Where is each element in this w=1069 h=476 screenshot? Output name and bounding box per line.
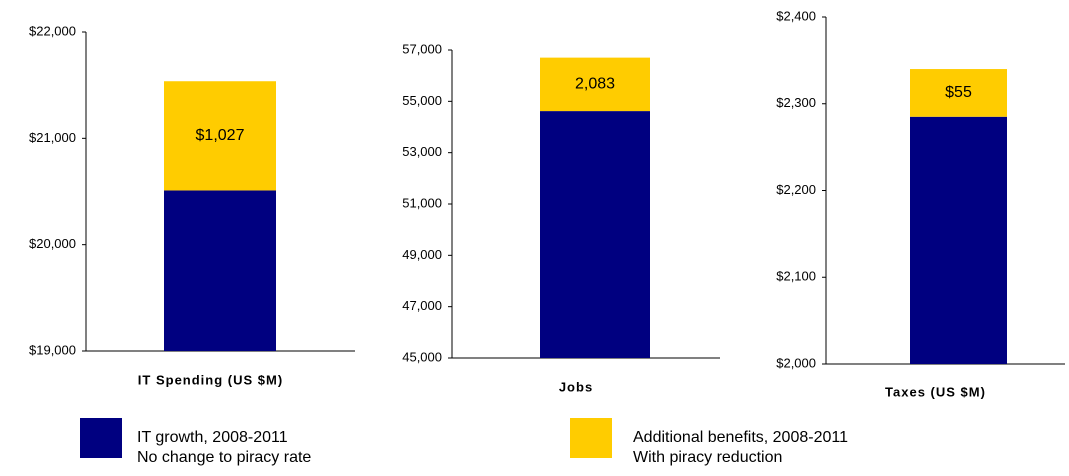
y-tick-label: 49,000 bbox=[402, 247, 442, 262]
y-tick-label: 45,000 bbox=[402, 349, 442, 364]
y-tick-label: 51,000 bbox=[402, 195, 442, 210]
bar-segment bbox=[910, 116, 1007, 364]
y-tick-label: 55,000 bbox=[402, 93, 442, 108]
y-tick-label: $19,000 bbox=[29, 342, 76, 357]
data-label: $1,027 bbox=[196, 127, 245, 144]
y-tick-label: $2,100 bbox=[776, 269, 816, 284]
bar-segment bbox=[540, 111, 650, 358]
y-tick-label: 57,000 bbox=[402, 41, 442, 56]
y-tick-label: $22,000 bbox=[29, 23, 76, 38]
y-tick-label: 53,000 bbox=[402, 144, 442, 159]
y-tick-label: $2,200 bbox=[776, 182, 816, 197]
bar-segment bbox=[910, 69, 1007, 117]
data-label: $55 bbox=[945, 84, 972, 101]
y-tick-label: $2,400 bbox=[776, 8, 816, 23]
bar-segment bbox=[540, 57, 650, 112]
bar-segment bbox=[164, 81, 276, 191]
y-tick-label: 47,000 bbox=[402, 298, 442, 313]
data-label: 2,083 bbox=[575, 76, 615, 93]
legend-swatch bbox=[80, 418, 122, 458]
legend-swatch bbox=[570, 418, 612, 458]
category-label: Taxes (US $M) bbox=[885, 384, 986, 399]
bar-segment bbox=[164, 190, 276, 351]
y-tick-label: $20,000 bbox=[29, 236, 76, 251]
y-tick-label: $2,000 bbox=[776, 355, 816, 370]
y-tick-label: $2,300 bbox=[776, 95, 816, 110]
legend-label: IT growth, 2008-2011 No change to piracy… bbox=[137, 429, 312, 466]
category-label: IT Spending (US $M) bbox=[138, 372, 283, 387]
category-label: Jobs bbox=[559, 379, 593, 394]
charts: $19,000 $20,000 $21,000 $22,000 $1,027 IT Spe… bbox=[29, 8, 1065, 399]
y-tick-label: $21,000 bbox=[29, 130, 76, 145]
legend-label: Additional benefits, 2008-2011 With pira… bbox=[633, 429, 848, 466]
